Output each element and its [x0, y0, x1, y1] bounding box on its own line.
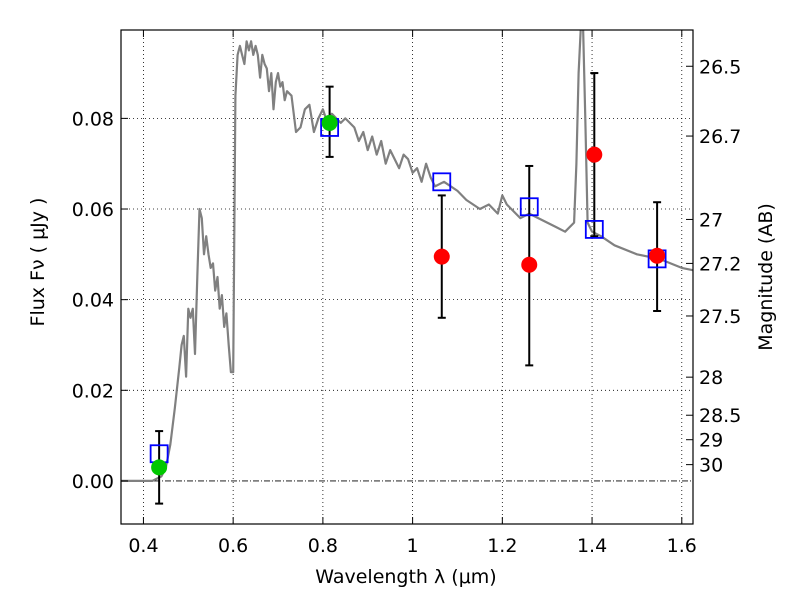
y-tick-label: 0.04 [72, 290, 114, 312]
observed-point-red [433, 248, 450, 265]
x-tick-label: 0.8 [308, 535, 338, 557]
y2-tick-label: 26.7 [699, 126, 741, 148]
grid [121, 30, 693, 524]
observed-point-green [151, 459, 168, 476]
x-tick-label: 1 [407, 535, 419, 557]
y-tick-label: 0.06 [72, 199, 114, 221]
y-tick-label: 0.02 [72, 380, 114, 402]
data-layer [121, 30, 693, 505]
sed-model-line [121, 30, 693, 482]
observed-point-red [521, 256, 538, 273]
x-tick-label: 1.6 [667, 535, 697, 557]
observed-point-red [649, 247, 666, 264]
model-square-point [519, 197, 539, 217]
observed-point-green [321, 114, 338, 131]
y2-tick-label: 27.2 [699, 253, 741, 275]
y-tick-label: 0.00 [72, 471, 114, 493]
y2-tick-label: 30 [699, 455, 723, 477]
plot-area [121, 30, 693, 524]
y-axis-title: Flux Fν ( μJy ) [27, 198, 49, 327]
y2-tick-label: 28.5 [699, 405, 741, 427]
x-tick-label: 0.6 [218, 535, 248, 557]
model-square-point [432, 172, 452, 192]
x-tick-label: 1.4 [577, 535, 607, 557]
y-tick-label: 0.08 [72, 108, 114, 130]
model-square-point [584, 220, 604, 239]
plot-frame [120, 29, 694, 525]
y2-tick-label: 28 [699, 367, 723, 389]
x-tick-label: 0.4 [128, 535, 158, 557]
y2-tick-label: 29 [699, 430, 723, 452]
x-axis-title: Wavelength λ (μm) [315, 566, 496, 588]
y2-tick-label: 27 [699, 209, 723, 231]
y2-axis-title: Magnitude (AB) [755, 203, 777, 351]
axis-ticks: 0.4 0.6 0.8 1 1.2 1.4 1.6 0.00 0.02 0.04 0.06 0.08 2… [72, 30, 741, 557]
observed-point-red [586, 146, 603, 163]
y2-tick-label: 26.5 [699, 56, 741, 78]
y2-tick-label: 27.5 [699, 306, 741, 328]
x-tick-label: 1.2 [487, 535, 517, 557]
